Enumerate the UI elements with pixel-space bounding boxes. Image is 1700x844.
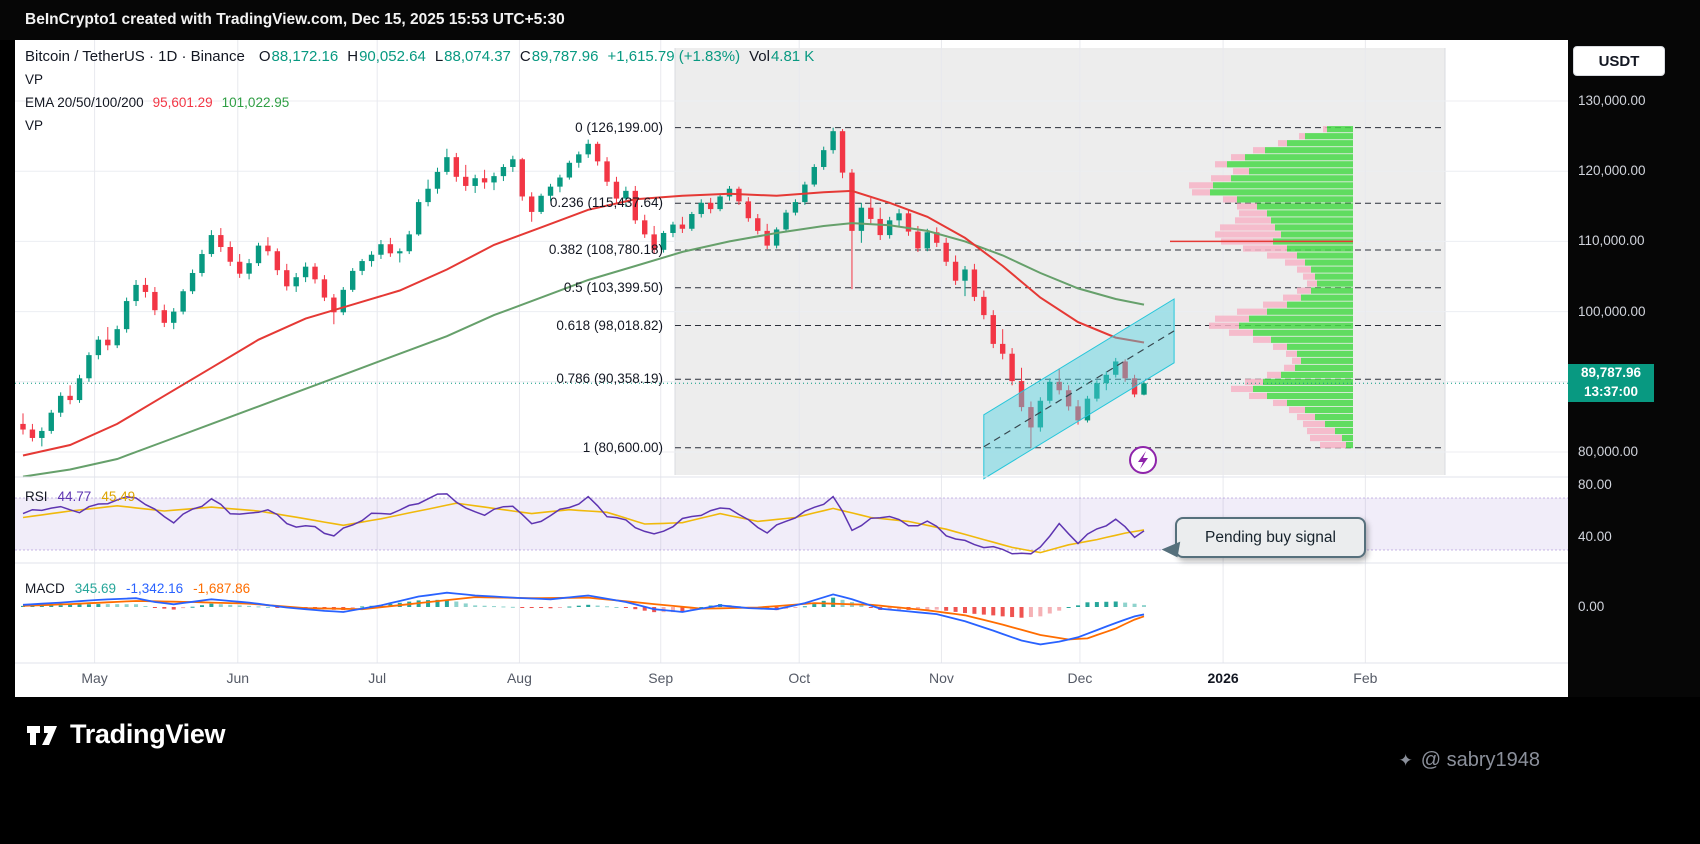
- time-axis-label: Nov: [928, 670, 954, 686]
- rsi-label: RSI: [25, 489, 48, 504]
- time-axis-label: Dec: [1067, 670, 1093, 686]
- fib-level-label: 0.382 (108,780.18): [548, 241, 663, 257]
- price-chart-canvas[interactable]: [15, 40, 1568, 697]
- price-axis[interactable]: USDT 130,000.00 120,000.00 110,000.00 100,0…: [1568, 40, 1700, 697]
- ema-red-value: 95,601.29: [152, 95, 213, 110]
- vp2-indicator-label: VP: [25, 118, 44, 133]
- macd-signal-value: -1,687.86: [193, 581, 251, 596]
- rsi-ma-line: [22, 502, 1145, 554]
- time-axis-label: Sep: [648, 670, 674, 686]
- last-price-badge: 89,787.96 13:37:00: [1568, 364, 1654, 402]
- volume-value: 4.81 K: [770, 48, 815, 65]
- fib-level-label: 0.236 (115,437.64): [549, 195, 663, 211]
- time-axis-label: Feb: [1353, 670, 1378, 686]
- macd-signal-line: [22, 596, 1145, 641]
- fib-level-label: 0 (126,199.00): [575, 119, 663, 135]
- bar-countdown: 13:37:00: [1583, 384, 1639, 399]
- ema-green-value: 101,022.95: [221, 95, 290, 110]
- callout-arrow: [1160, 538, 1181, 558]
- lightning-icon[interactable]: [1129, 446, 1157, 474]
- ema-red-line: [22, 189, 1145, 457]
- vp-indicator-label: VP: [25, 72, 44, 87]
- high-value: 90,052.64: [359, 48, 426, 65]
- macd-line: [22, 591, 1145, 646]
- symbol-title[interactable]: Bitcoin / TetherUS · 1D · Binance: [25, 48, 245, 65]
- change-value: +1,615.79 (+1.83%): [607, 48, 741, 65]
- fib-level-label: 1 (80,600.00): [582, 439, 663, 455]
- candles-group: [20, 127, 1147, 448]
- volume-label: Vol: [749, 48, 770, 65]
- rsi-value: 44.77: [57, 489, 92, 504]
- vp2-indicator-legend[interactable]: VP: [25, 118, 823, 141]
- time-axis-label: Jul: [368, 670, 387, 686]
- currency-toggle-button[interactable]: USDT: [1573, 46, 1665, 76]
- fib-level-label: 0.5 (103,399.50): [563, 279, 663, 295]
- axis-price-label: 80.00: [1578, 477, 1612, 492]
- axis-price-label: 130,000.00: [1578, 93, 1646, 108]
- open-label: O: [258, 48, 271, 65]
- time-axis-label: 2026: [1207, 670, 1239, 686]
- fib-level-label: 0.786 (90,358.19): [556, 371, 663, 387]
- time-axis-label: Oct: [788, 670, 811, 686]
- ema-green-line: [22, 222, 1145, 478]
- watermark-text: @ sabry1948: [1420, 749, 1540, 771]
- top-bar: BeInCrypto1 created with TradingView.com…: [0, 0, 1700, 40]
- axis-price-label: 110,000.00: [1578, 233, 1645, 249]
- macd-histogram: [21, 597, 1146, 618]
- footer-bar: TradingView ✦ @ sabry1948: [0, 697, 1700, 844]
- axis-price-label: 40.00: [1578, 529, 1612, 544]
- low-value: 88,074.37: [444, 48, 511, 65]
- open-value: 88,172.16: [271, 48, 339, 65]
- tradingview-logo[interactable]: TradingView: [25, 719, 226, 750]
- axis-price-label: 100,000.00: [1578, 303, 1646, 319]
- vp-indicator-legend[interactable]: VP: [25, 72, 823, 95]
- high-label: H: [347, 48, 359, 65]
- low-label: L: [434, 48, 444, 65]
- macd-hist-value: 345.69: [74, 581, 117, 596]
- time-axis-label: Aug: [506, 670, 532, 686]
- chart-legend: Bitcoin / TetherUS · 1D · Binance O 88,17…: [25, 48, 823, 141]
- rsi-legend[interactable]: RSI 44.77 45.49: [25, 489, 135, 504]
- time-axis-label: Jun: [226, 670, 250, 686]
- rsi-ma-value: 45.49: [101, 489, 136, 504]
- author-watermark: ✦ @ sabry1948: [1398, 749, 1540, 772]
- ema-indicator-label: EMA 20/50/100/200: [25, 95, 144, 110]
- ema-indicator-legend[interactable]: EMA 20/50/100/200 95,601.29 101,022.95: [25, 95, 823, 118]
- pending-buy-signal-callout: Pending buy signal: [1160, 517, 1366, 558]
- chart-window: Bitcoin / TetherUS · 1D · Binance O 88,17…: [15, 40, 1568, 697]
- brand-text: TradingView: [70, 719, 226, 749]
- last-price: 89,787.96: [1580, 365, 1642, 381]
- close-value: 89,787.96: [531, 48, 599, 65]
- macd-line-value: -1,342.16: [126, 581, 184, 596]
- macd-legend[interactable]: MACD 345.69 -1,342.16 -1,687.86: [25, 581, 250, 596]
- axis-price-label: 120,000.00: [1578, 163, 1646, 179]
- axis-price-label: 80,000.00: [1578, 444, 1639, 459]
- close-label: C: [519, 48, 531, 65]
- time-axis-label: May: [81, 670, 108, 686]
- fib-level-label: 0.618 (98,018.82): [556, 317, 663, 333]
- top-bar-text: BeInCrypto1 created with TradingView.com…: [25, 11, 565, 28]
- macd-label: MACD: [25, 581, 65, 596]
- diamond-icon: ✦: [1398, 750, 1413, 770]
- symbol-legend[interactable]: Bitcoin / TetherUS · 1D · Binance O 88,17…: [25, 48, 823, 72]
- axis-price-label: 0.00: [1578, 599, 1605, 614]
- tradingview-icon: [27, 725, 57, 745]
- rsi-line: [22, 493, 1145, 555]
- callout-text: Pending buy signal: [1205, 528, 1336, 546]
